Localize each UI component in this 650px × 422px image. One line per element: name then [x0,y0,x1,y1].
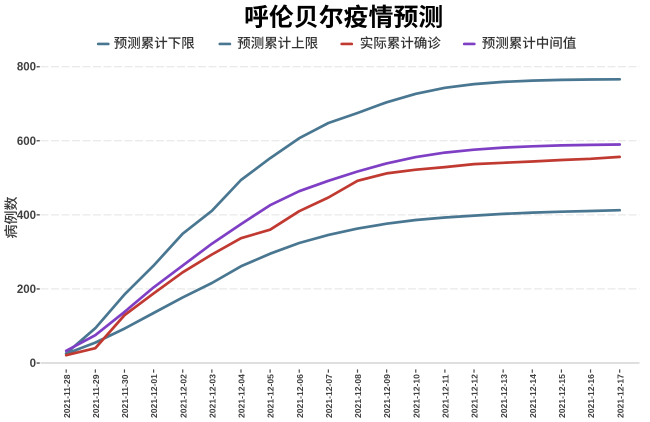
svg-text:2021-12-01: 2021-12-01 [149,374,159,418]
svg-text:2021-12-06: 2021-12-06 [295,374,305,418]
svg-text:200: 200 [17,284,36,296]
svg-text:2021-11-29: 2021-11-29 [91,374,101,418]
svg-text:2021-12-05: 2021-12-05 [266,374,276,418]
svg-text:2021-12-13: 2021-12-13 [499,374,509,418]
svg-text:2021-12-08: 2021-12-08 [353,374,363,418]
svg-text:0: 0 [30,358,36,370]
svg-text:800: 800 [17,62,36,74]
svg-text:2021-12-09: 2021-12-09 [382,374,392,418]
svg-text:2021-11-30: 2021-11-30 [120,374,130,418]
svg-text:2021-12-12: 2021-12-12 [470,374,480,418]
svg-text:400: 400 [17,210,36,222]
svg-text:600: 600 [17,136,36,148]
svg-text:2021-11-28: 2021-11-28 [62,374,72,418]
svg-text:2021-12-14: 2021-12-14 [528,374,538,418]
svg-text:2021-12-04: 2021-12-04 [237,374,247,418]
svg-text:2021-12-03: 2021-12-03 [207,374,217,418]
svg-text:2021-12-02: 2021-12-02 [178,374,188,418]
svg-text:2021-12-10: 2021-12-10 [411,374,421,418]
svg-text:2021-12-17: 2021-12-17 [615,374,625,418]
svg-text:2021-12-11: 2021-12-11 [440,374,450,418]
svg-text:2021-12-16: 2021-12-16 [586,374,596,418]
svg-text:2021-12-07: 2021-12-07 [324,374,334,418]
svg-text:2021-12-15: 2021-12-15 [557,374,567,418]
